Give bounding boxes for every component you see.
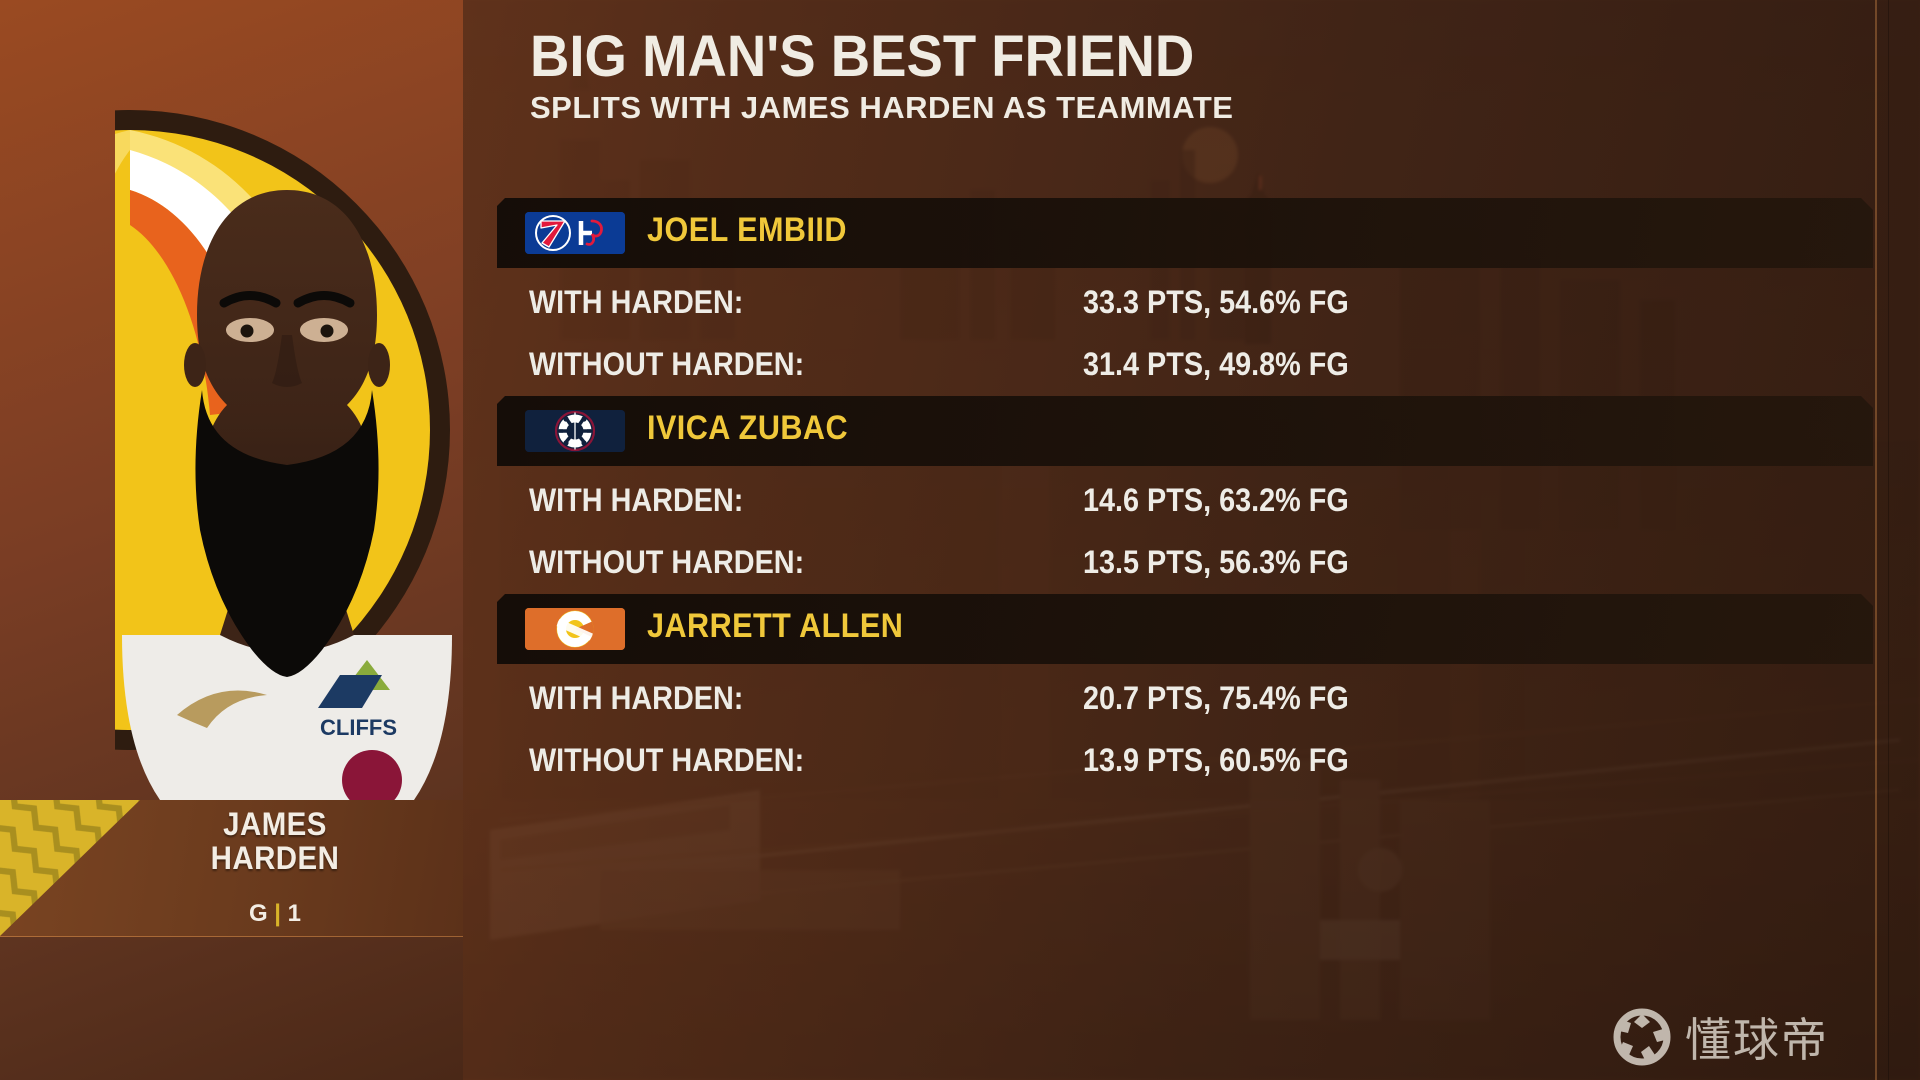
svg-text:CLIFFS: CLIFFS (320, 715, 397, 740)
